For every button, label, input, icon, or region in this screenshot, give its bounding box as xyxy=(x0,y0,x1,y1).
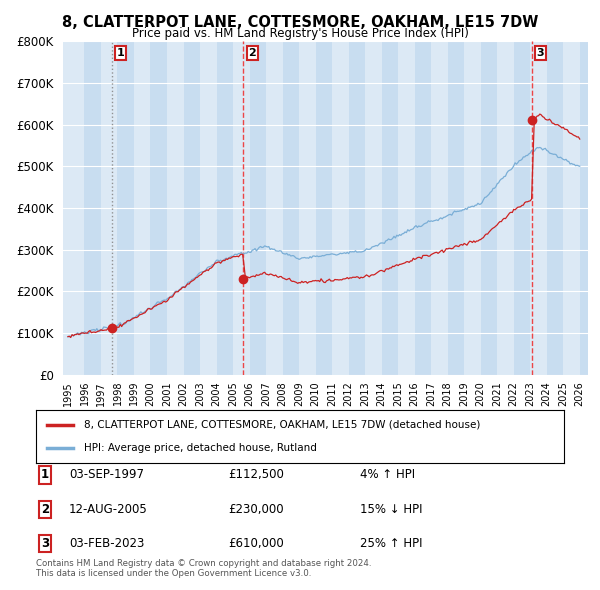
Text: 15% ↓ HPI: 15% ↓ HPI xyxy=(360,503,422,516)
Text: 4% ↑ HPI: 4% ↑ HPI xyxy=(360,468,415,481)
Text: 2: 2 xyxy=(248,48,256,58)
Bar xyxy=(481,41,497,375)
Bar xyxy=(382,41,398,375)
Text: This data is licensed under the Open Government Licence v3.0.: This data is licensed under the Open Gov… xyxy=(36,569,311,578)
Bar xyxy=(580,41,596,375)
Text: 12-AUG-2005: 12-AUG-2005 xyxy=(69,503,148,516)
Bar xyxy=(85,41,101,375)
Bar xyxy=(316,41,332,375)
Text: 8, CLATTERPOT LANE, COTTESMORE, OAKHAM, LE15 7DW: 8, CLATTERPOT LANE, COTTESMORE, OAKHAM, … xyxy=(62,15,538,30)
Text: 3: 3 xyxy=(41,537,49,550)
Text: £112,500: £112,500 xyxy=(228,468,284,481)
Bar xyxy=(217,41,233,375)
Bar xyxy=(250,41,266,375)
Text: 03-SEP-1997: 03-SEP-1997 xyxy=(69,468,144,481)
Text: Price paid vs. HM Land Registry's House Price Index (HPI): Price paid vs. HM Land Registry's House … xyxy=(131,27,469,40)
Bar xyxy=(283,41,299,375)
Text: 1: 1 xyxy=(41,468,49,481)
Bar xyxy=(448,41,464,375)
Text: 8, CLATTERPOT LANE, COTTESMORE, OAKHAM, LE15 7DW (detached house): 8, CLATTERPOT LANE, COTTESMORE, OAKHAM, … xyxy=(83,420,480,430)
Bar xyxy=(184,41,200,375)
Text: 1: 1 xyxy=(117,48,125,58)
Text: Contains HM Land Registry data © Crown copyright and database right 2024.: Contains HM Land Registry data © Crown c… xyxy=(36,559,371,568)
Bar xyxy=(151,41,167,375)
Text: £610,000: £610,000 xyxy=(228,537,284,550)
Bar xyxy=(118,41,134,375)
Bar xyxy=(415,41,431,375)
Text: 3: 3 xyxy=(536,48,544,58)
Text: HPI: Average price, detached house, Rutland: HPI: Average price, detached house, Rutl… xyxy=(83,443,316,453)
Text: 03-FEB-2023: 03-FEB-2023 xyxy=(69,537,145,550)
Bar xyxy=(349,41,365,375)
Text: 2: 2 xyxy=(41,503,49,516)
Bar xyxy=(514,41,530,375)
Text: 25% ↑ HPI: 25% ↑ HPI xyxy=(360,537,422,550)
Text: £230,000: £230,000 xyxy=(228,503,284,516)
Bar xyxy=(547,41,563,375)
